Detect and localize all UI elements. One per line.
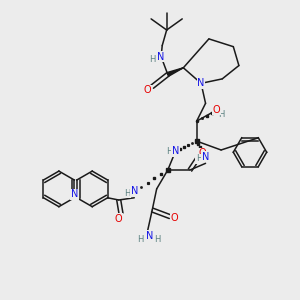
- Text: N: N: [71, 189, 78, 200]
- Text: H: H: [154, 236, 161, 244]
- Text: O: O: [171, 213, 178, 223]
- Text: O: O: [198, 148, 206, 158]
- Text: H: H: [124, 189, 131, 198]
- Text: O: O: [213, 105, 220, 115]
- Text: N: N: [130, 186, 138, 196]
- Text: H: H: [137, 236, 143, 244]
- Text: N: N: [172, 146, 179, 156]
- Text: H: H: [218, 110, 224, 119]
- Text: O: O: [144, 85, 152, 95]
- Text: N: N: [146, 231, 154, 241]
- Text: O: O: [115, 214, 122, 224]
- Text: N: N: [202, 152, 209, 162]
- Text: H: H: [166, 147, 172, 156]
- Text: H: H: [196, 154, 202, 164]
- Text: H: H: [149, 56, 155, 64]
- Text: N: N: [158, 52, 165, 62]
- Text: N: N: [197, 78, 205, 88]
- Polygon shape: [167, 68, 183, 76]
